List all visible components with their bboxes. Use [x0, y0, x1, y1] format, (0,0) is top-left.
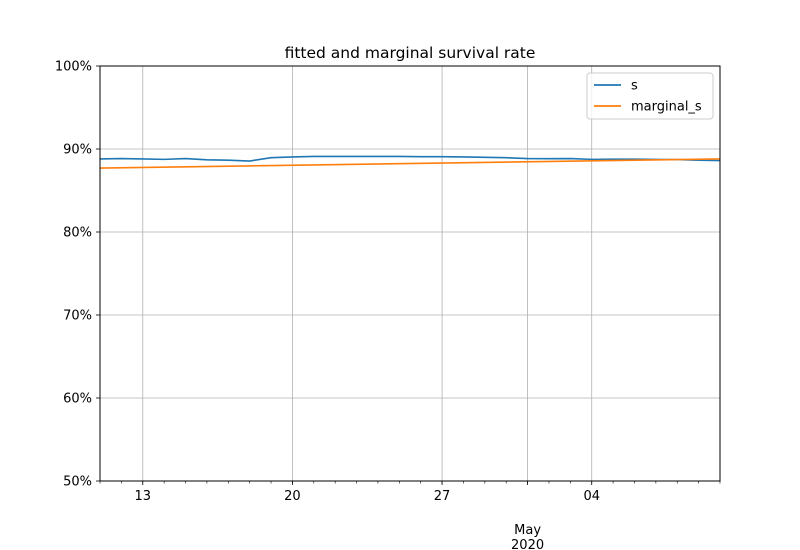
y-tick-label: 60% — [63, 392, 92, 407]
y-tick-label: 70% — [63, 309, 92, 324]
y-tick-label: 90% — [63, 143, 92, 158]
legend-label: s — [631, 79, 638, 94]
series-line-s — [99, 155, 721, 162]
x-tick-label: 27 — [434, 489, 451, 504]
series-line-marginal-s — [99, 158, 721, 169]
x-tick-label: May — [514, 523, 541, 538]
y-tick-label: 100% — [55, 60, 92, 75]
grid — [100, 65, 720, 482]
y-tick-label: 50% — [63, 475, 92, 490]
y-tick-label: 80% — [63, 226, 92, 241]
y-axis: 50% 60% 70% 80% 90% 100% — [55, 60, 100, 490]
legend: s marginal_s — [586, 72, 714, 120]
chart-title: fitted and marginal survival rate — [285, 44, 536, 62]
x-tick-label: 2020 — [511, 538, 544, 550]
legend-label: marginal_s — [631, 100, 702, 115]
series-layer — [99, 155, 721, 169]
x-tick-label: 13 — [134, 489, 151, 504]
x-tick-label: 04 — [583, 489, 600, 504]
plot-frame — [99, 65, 721, 482]
x-tick-label: 20 — [284, 489, 301, 504]
